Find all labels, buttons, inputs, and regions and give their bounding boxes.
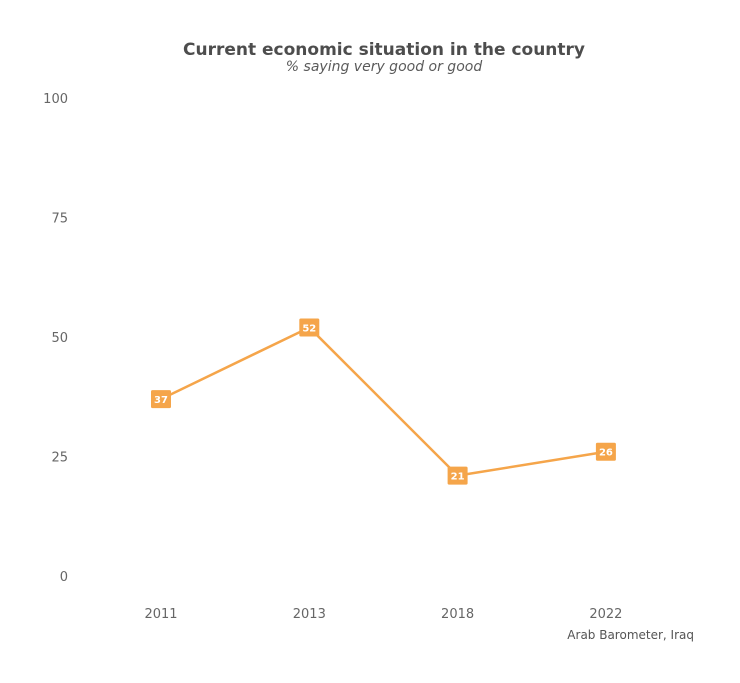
y-tick-label: 25: [51, 451, 68, 466]
y-tick-label: 100: [43, 92, 68, 107]
data-label: 21: [451, 472, 465, 483]
data-point-marker: [151, 390, 171, 409]
data-point: 52: [299, 318, 320, 337]
chart-caption: Arab Barometer, Iraq: [567, 628, 694, 642]
x-tick-label: 2018: [441, 607, 474, 622]
data-point: 37: [151, 390, 171, 409]
x-axis: 2011 2013 2018 2022: [144, 607, 622, 622]
y-tick-label: 0: [60, 570, 68, 585]
data-point: 26: [595, 442, 616, 461]
series-line: [160, 326, 607, 477]
x-tick-label: 2013: [293, 607, 326, 622]
data-point-marker: [299, 318, 320, 337]
data-point: 21: [447, 466, 468, 485]
data-label: 52: [302, 323, 316, 334]
chart-subtitle: % saying very good or good: [285, 59, 483, 75]
chart-title: Current economic situation in the countr…: [182, 40, 585, 60]
series-group: [160, 326, 607, 477]
points-group: 37 52 21 26: [151, 318, 616, 485]
data-label: 26: [599, 448, 613, 459]
data-point-marker: [447, 466, 468, 485]
y-tick-label: 75: [51, 212, 68, 227]
x-tick-label: 2022: [589, 607, 622, 622]
x-tick-label: 2011: [144, 607, 177, 622]
data-point-marker: [595, 442, 616, 461]
y-tick-label: 50: [51, 331, 68, 346]
data-label: 37: [154, 395, 168, 406]
y-axis: 0 25 50 75 100: [43, 92, 68, 585]
